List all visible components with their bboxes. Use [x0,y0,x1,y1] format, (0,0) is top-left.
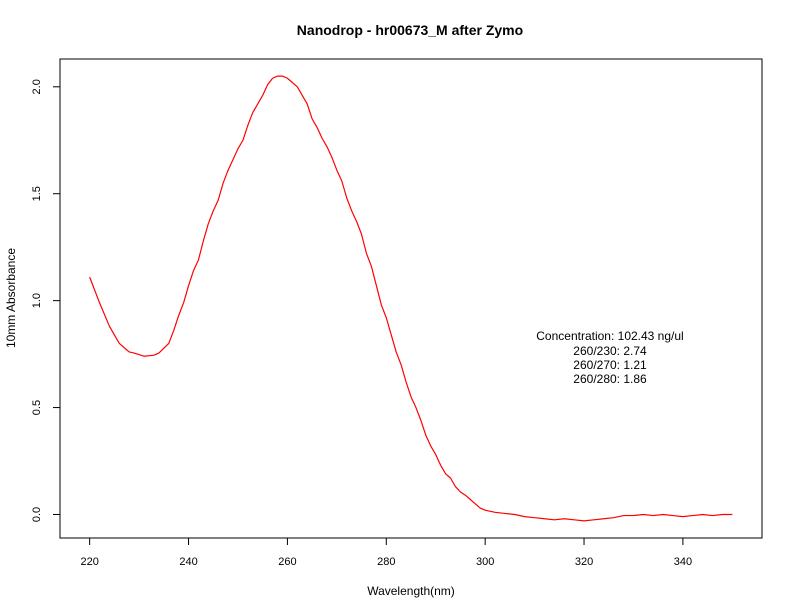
y-tick-label: 2.0 [31,79,43,94]
x-tick-label: 340 [674,556,692,568]
y-axis-title: 10mm Absorbance [4,248,18,348]
y-tick-label: 0.5 [31,400,43,415]
y-tick-label: 0.0 [31,507,43,522]
plot-frame [59,58,763,539]
annotation-ratio-260-230: 260/230: 2.74 [573,344,647,358]
annotation-ratio-260-280: 260/280: 1.86 [573,372,647,386]
x-tick-label: 220 [80,556,98,568]
x-axis: 220 240 260 280 300 320 340 [80,537,692,568]
y-tick-label: 1.5 [31,186,43,201]
series-layer [89,75,733,522]
annotation-ratio-260-270: 260/270: 1.21 [573,358,647,372]
x-tick-label: 260 [278,556,296,568]
x-tick-label: 280 [377,556,395,568]
annotation-block: Concentration: 102.43 ng/ul 260/230: 2.7… [536,329,683,386]
x-tick-label: 320 [575,556,593,568]
y-axis: 0.0 0.5 1.0 1.5 2.0 [31,79,61,522]
chart-title: Nanodrop - hr00673_M after Zymo [297,22,523,38]
x-tick-label: 300 [476,556,494,568]
absorbance-series-line [89,75,733,522]
y-tick-label: 1.0 [31,293,43,308]
x-tick-label: 240 [179,556,197,568]
x-axis-title: Wavelength(nm) [367,584,455,598]
annotation-concentration: Concentration: 102.43 ng/ul [536,329,683,343]
